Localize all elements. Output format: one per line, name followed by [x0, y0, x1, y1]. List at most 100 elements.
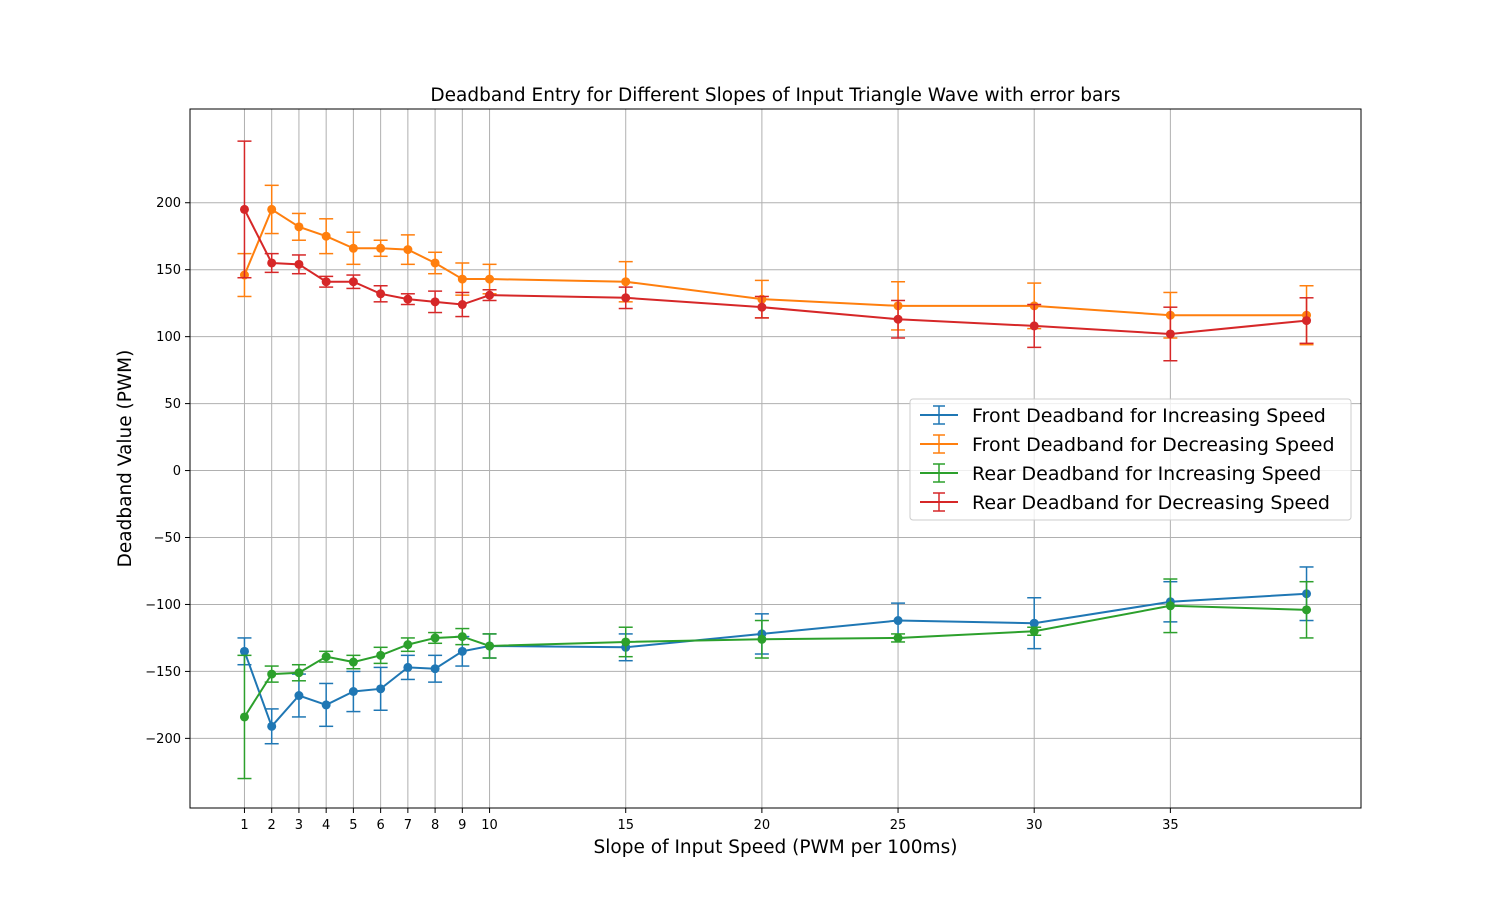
data-point [267, 258, 277, 268]
data-point [485, 290, 495, 300]
y-tick-label: 0 [173, 464, 181, 479]
data-point [321, 700, 331, 710]
data-point [376, 243, 386, 253]
x-tick-label: 15 [617, 818, 634, 833]
series-layer [237, 140, 1314, 780]
legend-label: Rear Deadband for Increasing Speed [972, 463, 1321, 485]
data-point [430, 633, 440, 643]
data-point [621, 637, 631, 647]
x-tick-label: 20 [754, 818, 771, 833]
series-line [243, 592, 1307, 729]
data-point [403, 640, 413, 650]
data-point [348, 277, 358, 287]
data-point [267, 669, 277, 679]
x-tick-label: 1 [240, 818, 248, 833]
series-line [243, 208, 1307, 335]
data-point [376, 289, 386, 299]
legend-label: Rear Deadband for Decreasing Speed [972, 492, 1330, 514]
x-tick-label: 25 [890, 818, 907, 833]
data-point [267, 204, 277, 214]
data-point [893, 314, 903, 324]
y-tick-label: 200 [156, 196, 181, 211]
data-point [485, 641, 495, 651]
data-point [239, 712, 249, 722]
data-point [348, 687, 358, 696]
plot-frame [189, 108, 1362, 809]
legend: Front Deadband for Increasing Speed Front… [909, 398, 1352, 521]
x-tick-label: 30 [1026, 818, 1043, 833]
chart-title: Deadband Entry for Different Slopes of I… [430, 85, 1120, 106]
data-point [621, 277, 631, 287]
data-point [1165, 601, 1175, 611]
data-point [457, 632, 467, 642]
data-point [294, 668, 304, 678]
data-point [1029, 626, 1039, 636]
y-tick-label: 150 [156, 263, 181, 278]
data-point [403, 245, 413, 255]
data-point [239, 646, 249, 656]
legend-label: Front Deadband for Increasing Speed [972, 405, 1326, 427]
data-point [893, 633, 903, 643]
x-tick-label: 35 [1162, 818, 1179, 833]
x-tick-label: 9 [458, 818, 466, 833]
data-point [348, 657, 358, 667]
data-point [757, 634, 767, 644]
data-point [294, 259, 304, 269]
data-point [457, 274, 467, 284]
y-tick-label: −50 [154, 531, 181, 546]
legend-item: Front Deadband for Decreasing Speed [920, 434, 1335, 456]
data-point [457, 300, 467, 310]
data-point [485, 274, 495, 284]
x-tick-label: 4 [322, 818, 330, 833]
data-point [403, 662, 413, 672]
data-point [1302, 316, 1312, 326]
series-3 [237, 578, 1314, 780]
x-tick-label: 7 [404, 818, 412, 833]
data-point [457, 646, 467, 656]
y-tick-label: −150 [145, 665, 181, 680]
series-line [243, 207, 1307, 317]
y-tick-label: −200 [145, 732, 181, 747]
ticks: 1 2 3 4 5 6 7 8 9 10 15 20 25 30 35 −200 −150 −100 −50 0 50 1… [145, 196, 1178, 833]
x-tick-label: 5 [349, 818, 357, 833]
data-point [376, 684, 386, 694]
legend-item: Front Deadband for Increasing Speed [920, 405, 1326, 427]
data-point [1302, 605, 1312, 615]
x-tick-label: 8 [431, 818, 439, 833]
x-axis-title: Slope of Input Speed (PWM per 100ms) [594, 837, 958, 858]
y-tick-label: 100 [156, 330, 181, 345]
series-line [243, 604, 1307, 718]
data-point [294, 691, 304, 701]
data-point [376, 650, 386, 660]
y-tick-label: −100 [145, 598, 181, 613]
data-point [321, 231, 331, 241]
x-tick-label: 6 [376, 818, 384, 833]
data-point [757, 302, 767, 312]
legend-item: Rear Deadband for Decreasing Speed [920, 492, 1330, 514]
data-point [621, 293, 631, 303]
data-point [893, 616, 903, 626]
data-point [430, 258, 440, 268]
data-point [1029, 618, 1039, 628]
x-tick-label: 2 [268, 818, 276, 833]
legend-item: Rear Deadband for Increasing Speed [920, 463, 1321, 485]
x-tick-label: 10 [481, 818, 498, 833]
data-point [348, 243, 358, 253]
data-point [294, 222, 304, 232]
legend-box [909, 398, 1352, 521]
data-point [239, 204, 249, 214]
data-point [430, 297, 440, 307]
legend-label: Front Deadband for Decreasing Speed [972, 434, 1335, 456]
data-point [267, 721, 277, 731]
x-tick-label: 3 [295, 818, 303, 833]
y-tick-label: 50 [164, 397, 181, 412]
series-4 [237, 140, 1314, 362]
data-point [321, 652, 331, 662]
data-point [403, 294, 413, 304]
y-axis-title: Deadband Value (PWM) [115, 350, 136, 568]
data-point [1165, 329, 1175, 339]
data-point [1029, 321, 1039, 331]
data-point [321, 277, 331, 287]
data-point [430, 664, 440, 674]
